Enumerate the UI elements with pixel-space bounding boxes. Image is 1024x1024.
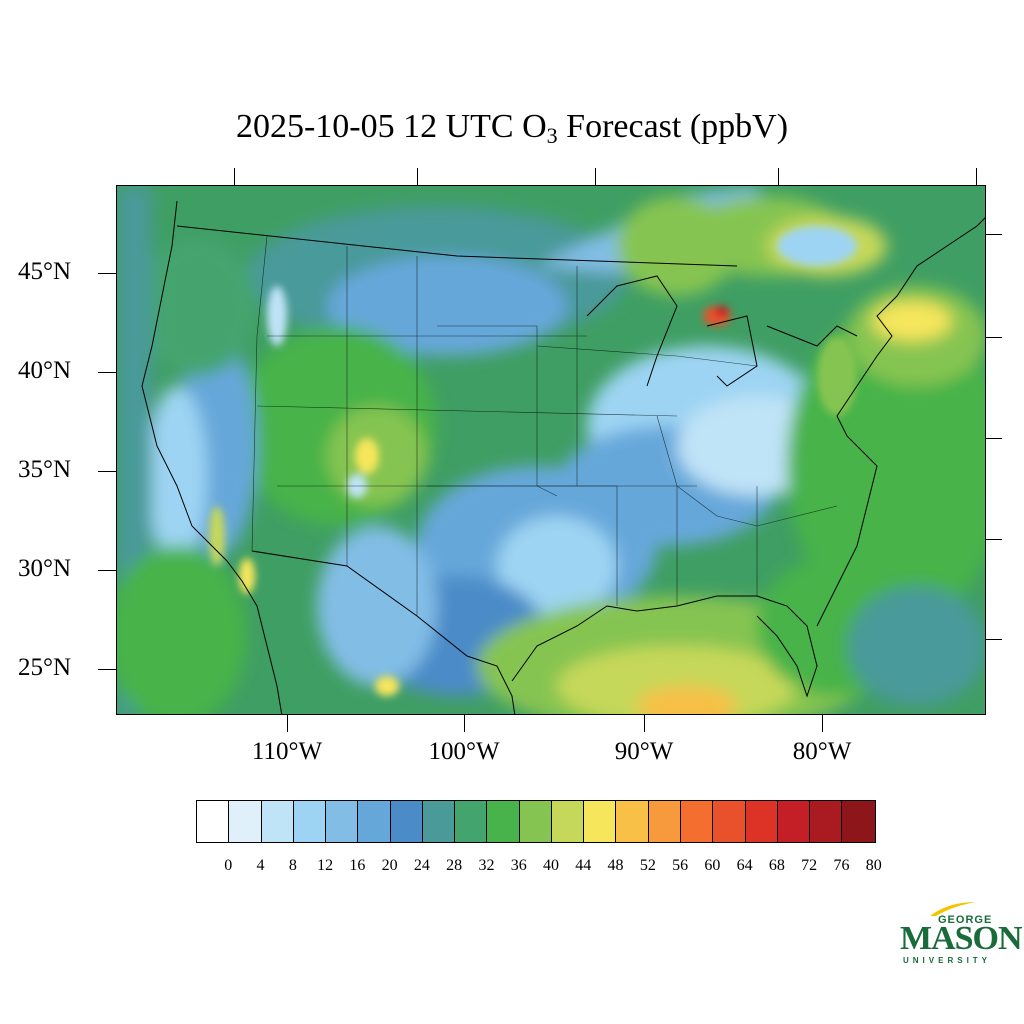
lat-label: 45°N — [18, 258, 72, 285]
bottom-tick — [464, 715, 465, 732]
colorbar-label: 12 — [317, 857, 334, 874]
colorbar-label: 32 — [478, 857, 495, 874]
ozone-field — [117, 186, 985, 714]
colorbar-swatch — [390, 801, 423, 842]
bottom-tick — [822, 715, 823, 732]
left-tick — [98, 471, 116, 472]
left-tick — [98, 372, 116, 373]
colorbar-label: 76 — [833, 857, 850, 874]
colorbar-label: 16 — [349, 857, 366, 874]
lat-label: 25°N — [18, 654, 72, 681]
logo-george: GEORGE — [938, 914, 993, 926]
lat-label: 40°N — [18, 357, 72, 384]
lon-label: 110°W — [251, 738, 323, 765]
colorbar-swatch — [455, 801, 488, 842]
colorbar-label: 40 — [543, 857, 559, 874]
bottom-tick — [287, 715, 288, 732]
colorbar — [196, 800, 876, 843]
colorbar-label: 64 — [736, 857, 753, 874]
colorbar-swatch — [293, 801, 327, 842]
colorbar-swatch — [358, 801, 391, 842]
colorbar-swatch — [680, 801, 714, 842]
right-tick — [986, 337, 1002, 338]
colorbar-label: 44 — [575, 857, 592, 874]
left-tick — [98, 273, 116, 274]
colorbar-label: 36 — [510, 857, 527, 874]
colorbar-swatch — [810, 801, 843, 842]
colorbar-swatch — [422, 801, 456, 842]
colorbar-label: 56 — [672, 857, 689, 874]
colorbar-swatch — [745, 801, 778, 842]
lon-label: 90°W — [614, 738, 674, 765]
top-tick — [976, 168, 977, 185]
lat-label: 30°N — [18, 555, 72, 582]
colorbar-label: 0 — [224, 857, 233, 874]
colorbar-swatch — [551, 801, 585, 842]
left-tick — [98, 669, 116, 670]
colorbar-swatch — [261, 801, 294, 842]
right-tick — [986, 539, 1002, 540]
title-prefix: 2025-10-05 12 UTC O — [235, 108, 547, 145]
top-tick — [417, 168, 418, 185]
colorbar-label: 4 — [256, 857, 265, 874]
lon-label: 80°W — [792, 738, 852, 765]
colorbar-label: 8 — [288, 857, 297, 874]
colorbar-swatch — [487, 801, 520, 842]
right-tick — [986, 639, 1002, 640]
colorbar-label: 20 — [381, 857, 398, 874]
colorbar-swatch — [616, 801, 649, 842]
title-suffix: Forecast (ppbV) — [557, 108, 789, 145]
colorbar-label: 48 — [607, 857, 624, 874]
colorbar-label: 52 — [639, 857, 656, 874]
ozone-map — [116, 185, 986, 715]
colorbar-swatch — [229, 801, 262, 842]
top-tick — [595, 168, 596, 185]
colorbar-swatch — [326, 801, 359, 842]
colorbar-swatch — [584, 801, 617, 842]
colorbar-swatch — [777, 801, 811, 842]
bottom-tick — [644, 715, 645, 732]
colorbar-label: 28 — [446, 857, 463, 874]
logo-mason: MASON — [900, 920, 1023, 957]
top-tick — [234, 168, 235, 185]
colorbar-swatch — [519, 801, 552, 842]
lat-label: 35°N — [18, 456, 72, 483]
logo-university: UNIVERSITY — [903, 956, 992, 965]
colorbar-swatch — [197, 801, 230, 842]
colorbar-label: 72 — [801, 857, 818, 874]
right-tick — [986, 438, 1002, 439]
colorbar-label: 24 — [413, 857, 430, 874]
left-tick — [98, 570, 116, 571]
colorbar-swatch — [842, 801, 875, 842]
right-tick — [986, 234, 1002, 235]
map-title: 2025-10-05 12 UTC O3 Forecast (ppbV) — [0, 108, 1024, 149]
logo-swoosh-icon — [930, 902, 976, 916]
colorbar-label: 80 — [865, 857, 882, 874]
colorbar-label: 68 — [768, 857, 785, 874]
gmu-logo: GEORGE MASON UNIVERSITY — [900, 900, 1023, 970]
colorbar-swatch — [648, 801, 681, 842]
colorbar-swatch — [713, 801, 746, 842]
title-subscript: 3 — [546, 123, 558, 148]
colorbar-label: 60 — [704, 857, 721, 874]
top-tick — [778, 168, 779, 185]
lon-label: 100°W — [428, 738, 500, 765]
